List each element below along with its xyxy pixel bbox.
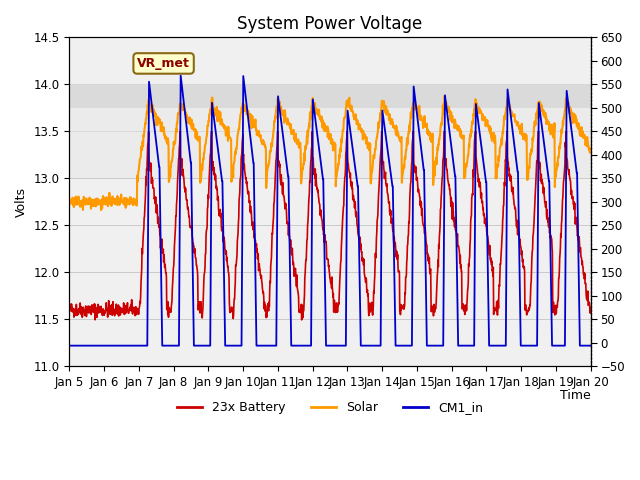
- Text: VR_met: VR_met: [137, 57, 190, 70]
- Bar: [69, 84, 591, 108]
- Legend: 23x Battery, Solar, CM1_in: 23x Battery, Solar, CM1_in: [172, 396, 488, 420]
- X-axis label: Time: Time: [559, 389, 590, 402]
- Title: System Power Voltage: System Power Voltage: [237, 15, 422, 33]
- Bar: [69, 108, 591, 179]
- Y-axis label: Volts: Volts: [15, 187, 28, 217]
